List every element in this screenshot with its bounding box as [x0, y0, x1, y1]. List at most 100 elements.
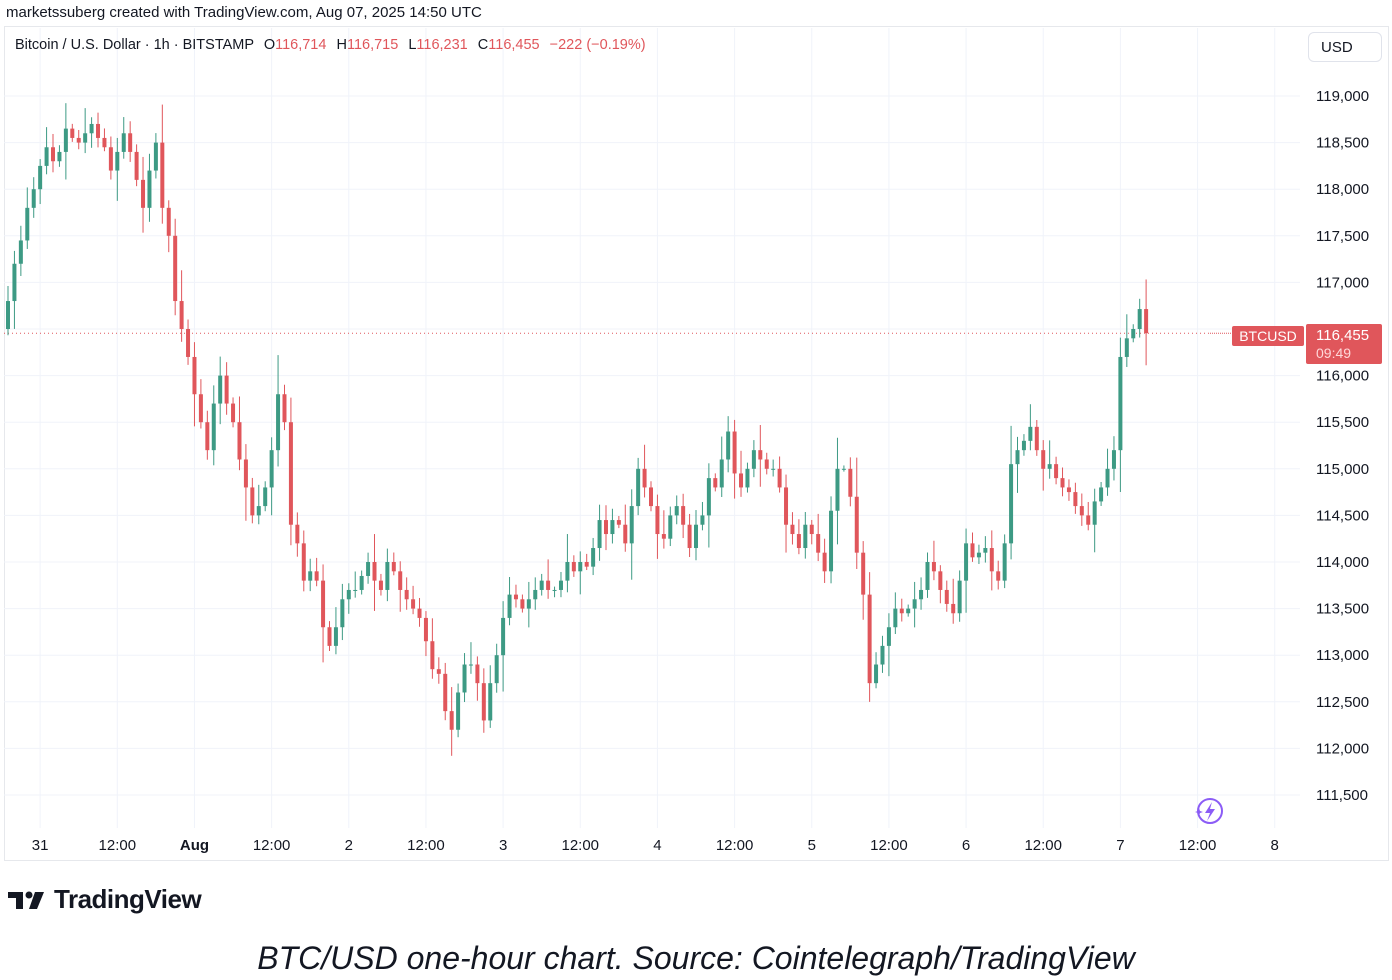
candle-body	[597, 520, 602, 549]
open-value: 116,714	[275, 37, 327, 53]
candle	[603, 505, 608, 551]
candle	[411, 585, 416, 615]
candle-body	[51, 147, 56, 162]
y-tick-label: 117,500	[1316, 228, 1369, 245]
candle	[970, 532, 975, 562]
close-value: 116,455	[488, 37, 540, 53]
candle-body	[719, 459, 724, 488]
candle-body	[6, 301, 10, 329]
candle-body	[919, 589, 924, 600]
candle-body	[649, 487, 653, 507]
candle	[12, 250, 17, 329]
candle	[809, 519, 814, 545]
candle-body	[44, 147, 49, 166]
candle	[636, 457, 641, 516]
candle	[1124, 314, 1129, 367]
candle	[796, 519, 801, 555]
candle-body	[983, 548, 988, 553]
candle	[751, 440, 756, 478]
candle-body	[1047, 464, 1052, 469]
candle-body	[63, 128, 68, 152]
candle	[243, 444, 248, 521]
candle-body	[1002, 543, 1007, 581]
candle	[661, 510, 666, 549]
candle	[546, 559, 551, 599]
candle	[1079, 493, 1084, 526]
candle-body	[153, 142, 158, 171]
candle	[912, 581, 917, 628]
candle	[1073, 482, 1078, 514]
candle-body	[128, 133, 133, 152]
candle-body	[616, 520, 621, 525]
candle-body	[1041, 450, 1046, 469]
tradingview-brand: TradingView	[8, 884, 202, 915]
candle-body	[1137, 309, 1142, 329]
candle	[366, 552, 371, 584]
candle-body	[764, 459, 769, 469]
candle	[739, 450, 744, 497]
candle-body	[83, 133, 88, 143]
candle-body	[957, 580, 962, 614]
x-tick-label: 31	[32, 837, 49, 854]
candle	[835, 437, 840, 545]
candle	[31, 177, 36, 218]
candle-body	[263, 487, 268, 507]
candle	[231, 397, 236, 428]
candle	[430, 618, 435, 679]
time-axis: 31 12:00 Aug 12:00 2 12:00 3 12:00 4 12:00 5 12:00 6…	[32, 837, 1279, 854]
candle	[719, 436, 724, 497]
candle-body	[25, 207, 30, 241]
candle	[327, 621, 332, 652]
close-label: C	[477, 37, 489, 53]
candle	[681, 493, 686, 539]
candle-body	[951, 603, 956, 614]
candle	[758, 424, 763, 487]
symbol-title[interactable]: Bitcoin / U.S. Dollar · 1h · BITSTAMP	[15, 37, 254, 53]
candle	[288, 397, 293, 546]
candle	[861, 541, 866, 620]
candle-body	[655, 506, 660, 535]
candle	[1066, 479, 1071, 501]
currency-button[interactable]: USD	[1308, 32, 1382, 62]
candle	[1021, 434, 1026, 456]
lightning-icon[interactable]	[1195, 798, 1223, 824]
y-tick-label: 112,000	[1316, 740, 1369, 757]
candle	[1099, 481, 1104, 506]
candle	[713, 473, 718, 492]
x-tick-label: 6	[962, 837, 970, 854]
candle	[205, 410, 210, 460]
candle-body	[706, 478, 711, 516]
candle-body	[520, 599, 525, 609]
candle-body	[1144, 309, 1149, 334]
candle-body	[784, 487, 789, 525]
candle	[687, 513, 692, 557]
x-tick-label: 12:00	[870, 837, 908, 854]
candle	[571, 555, 576, 577]
candle	[996, 560, 1001, 590]
candle-body	[391, 562, 396, 572]
x-tick-label: 5	[808, 837, 816, 854]
candle	[494, 643, 499, 693]
chart-frame[interactable]	[4, 26, 1389, 861]
candle-body	[276, 394, 281, 451]
candle-body	[694, 524, 699, 549]
candle-body	[372, 562, 377, 581]
candle-body	[378, 580, 383, 590]
candle-body	[886, 627, 891, 646]
candle	[436, 657, 441, 684]
x-tick-label: 12:00	[1179, 837, 1217, 854]
x-tick-label: 12:00	[407, 837, 445, 854]
candle	[867, 572, 872, 702]
candle-body	[411, 599, 416, 609]
candle	[166, 200, 171, 253]
candle	[308, 558, 313, 592]
candle-body	[295, 524, 300, 544]
candle	[391, 552, 396, 576]
candle-body	[906, 608, 911, 614]
candle	[256, 484, 261, 525]
candle	[623, 504, 628, 552]
candle-body	[533, 589, 538, 600]
candle	[449, 687, 454, 756]
candle-body	[12, 263, 17, 302]
